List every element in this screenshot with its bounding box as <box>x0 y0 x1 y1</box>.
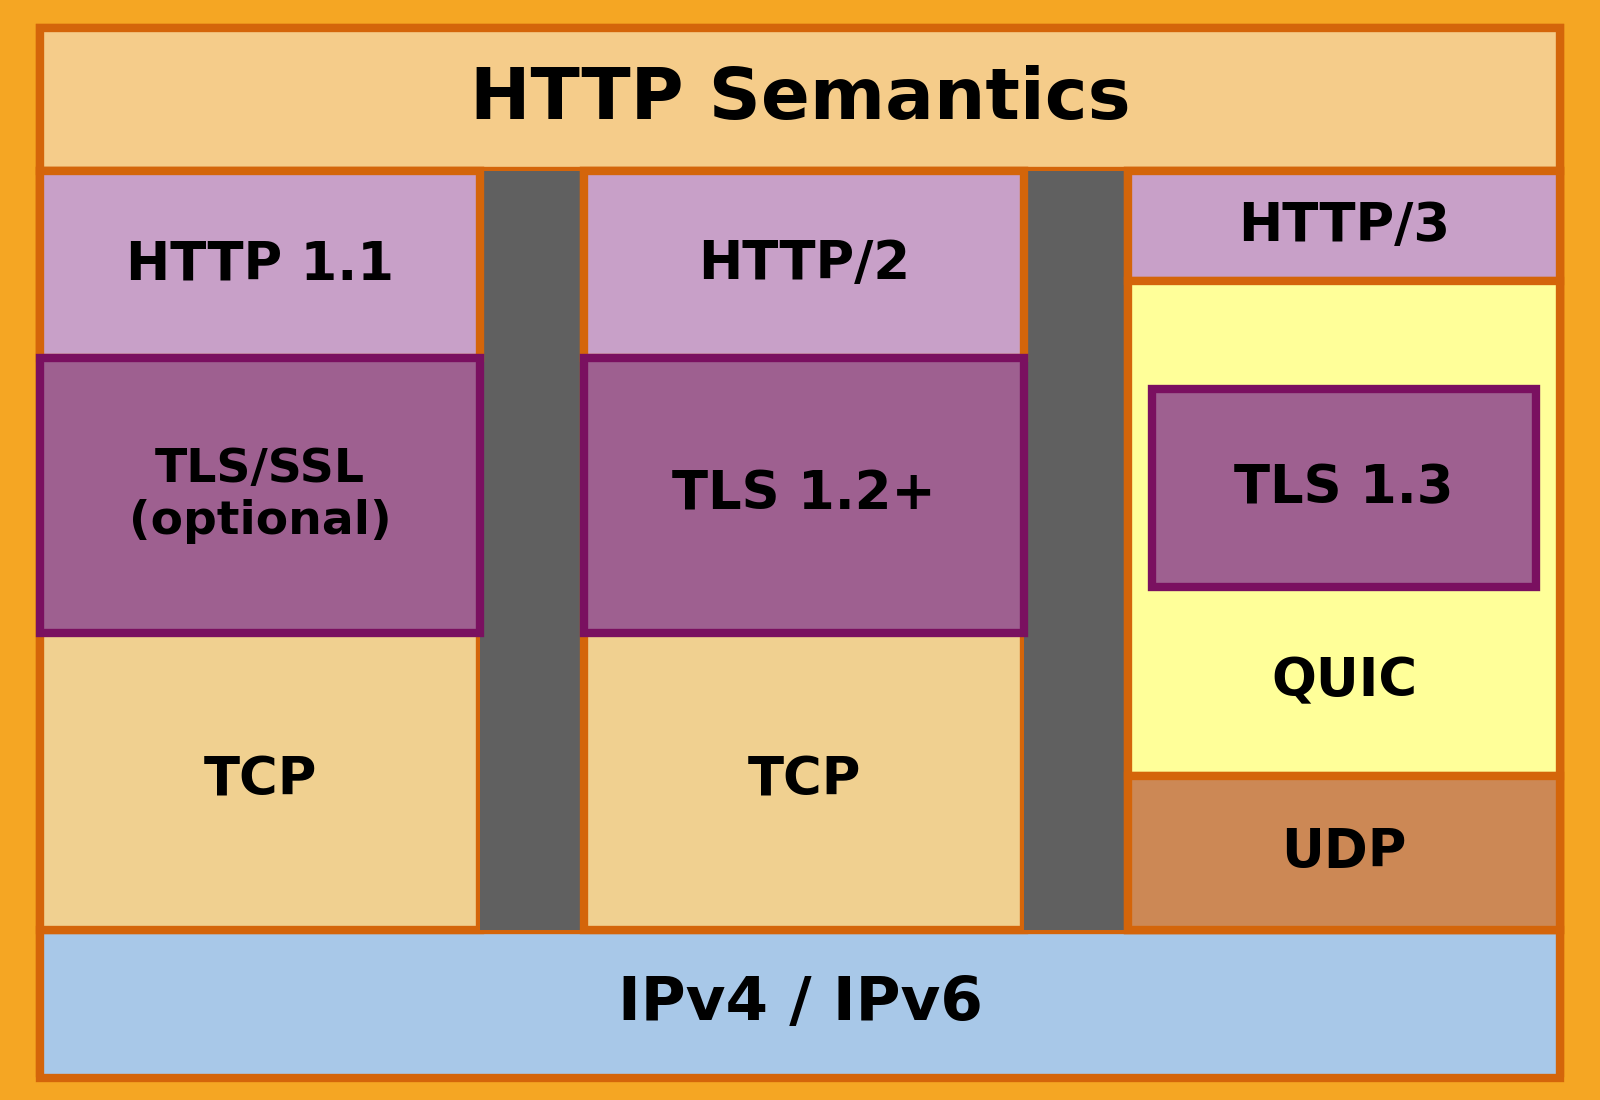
FancyBboxPatch shape <box>1128 280 1560 776</box>
FancyBboxPatch shape <box>480 170 584 929</box>
Text: TLS 1.2+: TLS 1.2+ <box>672 469 936 521</box>
FancyBboxPatch shape <box>1128 170 1560 280</box>
FancyBboxPatch shape <box>1128 776 1560 930</box>
Text: TCP: TCP <box>747 755 861 807</box>
FancyBboxPatch shape <box>40 930 1560 1078</box>
FancyBboxPatch shape <box>584 170 1024 929</box>
Text: HTTP/3: HTTP/3 <box>1238 199 1450 252</box>
Text: IPv4 / IPv6: IPv4 / IPv6 <box>618 975 982 1033</box>
FancyBboxPatch shape <box>1024 170 1128 929</box>
Text: TLS 1.3: TLS 1.3 <box>1234 462 1454 515</box>
Text: HTTP/2: HTTP/2 <box>698 238 910 290</box>
Text: TCP: TCP <box>203 755 317 807</box>
FancyBboxPatch shape <box>1128 170 1560 929</box>
Text: UDP: UDP <box>1282 826 1406 879</box>
FancyBboxPatch shape <box>40 28 1560 170</box>
FancyBboxPatch shape <box>40 170 480 929</box>
FancyBboxPatch shape <box>40 28 1560 1072</box>
Text: HTTP Semantics: HTTP Semantics <box>470 65 1130 133</box>
Text: HTTP 1.1: HTTP 1.1 <box>126 238 394 290</box>
Text: QUIC: QUIC <box>1270 656 1418 707</box>
FancyBboxPatch shape <box>584 170 1024 358</box>
FancyBboxPatch shape <box>40 358 480 632</box>
Text: TLS/SSL
(optional): TLS/SSL (optional) <box>128 447 392 543</box>
FancyBboxPatch shape <box>584 358 1024 632</box>
FancyBboxPatch shape <box>1152 389 1536 587</box>
FancyBboxPatch shape <box>40 170 480 358</box>
